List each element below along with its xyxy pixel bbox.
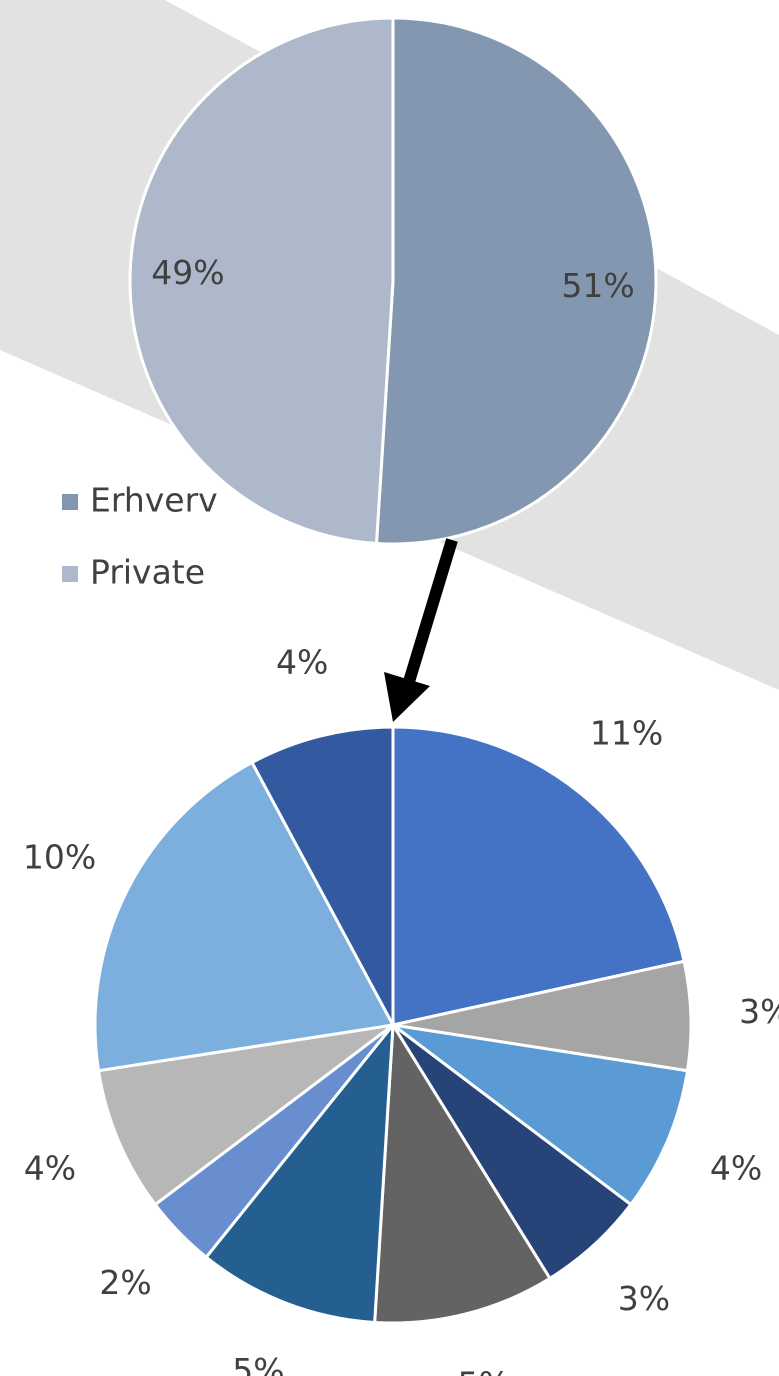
data-label: 49% [151,253,224,292]
arrow-head [384,672,430,722]
data-label: 4% [24,1149,76,1188]
data-label: 3% [739,992,779,1031]
pie-slice [128,16,395,546]
legend-label: Private [90,553,205,592]
pie-slice [391,725,686,1027]
pie-slice [392,1023,690,1207]
data-label: 4% [276,642,328,681]
data-label: 51% [561,266,634,305]
legend: Erhverv Private [62,481,218,592]
data-label: 4% [710,1149,762,1188]
data-label: 10% [23,837,96,876]
arrow [384,538,458,722]
pie-slice [93,760,396,1073]
legend-swatch [62,566,78,582]
pie-slice [204,1020,395,1325]
arrow-shaft [402,538,458,687]
data-label: 5% [232,1351,284,1376]
legend-swatch [62,494,78,510]
pie-slice [374,16,658,546]
legend-label: Erhverv [90,481,218,520]
data-label: 3% [618,1279,670,1318]
pie-slice [373,1020,552,1325]
data-label: 11% [590,713,663,752]
pie-bottom: 11% 3% 4% 3% 5% 5% 2% 4% 10% 4% [23,642,779,1376]
data-label: 5% [458,1365,510,1376]
pie-slice [249,725,395,1026]
data-label: 2% [99,1263,151,1302]
pie-slice [96,1023,394,1207]
pie-top: 51% 49% [128,16,658,546]
